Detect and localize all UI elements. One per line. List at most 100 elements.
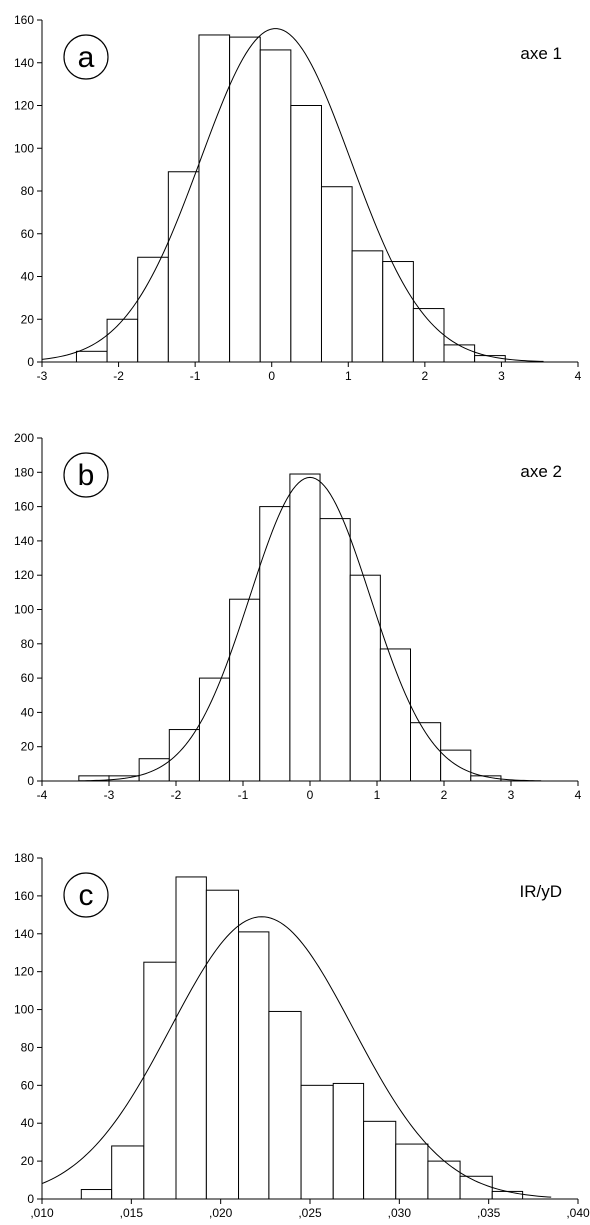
normal-curve xyxy=(41,28,544,362)
y-tick-label: 160 xyxy=(14,889,34,903)
histogram-bar xyxy=(320,186,353,363)
x-tick-label: ,020 xyxy=(209,1206,233,1220)
panel-title: axe 2 xyxy=(520,462,562,481)
x-tick-label: -3 xyxy=(37,369,48,383)
histogram-bar xyxy=(395,1143,429,1200)
y-tick-label: 60 xyxy=(21,671,35,685)
histogram-bar xyxy=(491,1190,524,1200)
histogram-bar xyxy=(143,961,177,1200)
x-tick-label: ,010 xyxy=(30,1206,54,1220)
histogram-bar xyxy=(229,598,261,782)
x-tick-label: -2 xyxy=(171,788,182,802)
panel-letter: b xyxy=(78,459,95,492)
y-tick-label: 40 xyxy=(21,1116,35,1130)
histogram-bar xyxy=(427,1160,461,1200)
histogram-bar xyxy=(168,729,200,782)
panel-letter: a xyxy=(78,41,95,74)
y-tick-label: 160 xyxy=(14,13,34,27)
normal-curve xyxy=(78,476,542,782)
histogram-bar xyxy=(410,722,442,782)
histogram-bar xyxy=(382,261,414,363)
histogram-bar xyxy=(319,518,351,782)
y-tick-label: 100 xyxy=(14,1003,34,1017)
histogram-bar xyxy=(363,1120,397,1200)
panel-letter-circle xyxy=(63,34,109,80)
x-tick-label: 0 xyxy=(307,788,314,802)
histogram-bar xyxy=(459,1175,493,1200)
x-tick-label: 1 xyxy=(374,788,381,802)
y-tick-label: 20 xyxy=(21,312,35,326)
y-tick-label: 120 xyxy=(14,568,34,582)
x-tick-label: 3 xyxy=(508,788,515,802)
histogram-bar xyxy=(198,34,231,363)
chart-panel-a: 0 20 40 60 80 100 120 140 160 -3 -2 -1 0 1 2 3 4 a axe 1 xyxy=(14,13,582,383)
panel-letter: c xyxy=(79,879,94,912)
x-tick-label: ,030 xyxy=(388,1206,412,1220)
y-tick-label: 0 xyxy=(27,355,34,369)
y-tick-label: 200 xyxy=(14,431,34,445)
histogram-bar xyxy=(443,344,476,363)
y-tick-label: 60 xyxy=(21,227,35,241)
y-tick-label: 120 xyxy=(14,99,34,113)
histogram-bar xyxy=(229,36,261,363)
histogram-bar xyxy=(80,1189,113,1200)
y-tick-label: 20 xyxy=(21,1154,35,1168)
y-tick-label: 20 xyxy=(21,740,35,754)
y-tick-label: 140 xyxy=(14,56,34,70)
panel-title: axe 1 xyxy=(520,44,562,63)
x-tick-label: 2 xyxy=(422,369,429,383)
x-tick-label: 3 xyxy=(498,369,505,383)
y-tick-label: 80 xyxy=(21,637,35,651)
x-tick-label: -4 xyxy=(37,788,48,802)
histogram-bar xyxy=(349,574,381,782)
x-tick-label: 1 xyxy=(345,369,352,383)
y-tick-label: 100 xyxy=(14,603,34,617)
y-tick-label: 0 xyxy=(27,774,34,788)
panel-title: IR/yD xyxy=(520,882,563,901)
normal-curve xyxy=(41,916,552,1198)
x-tick-label: ,040 xyxy=(566,1206,590,1220)
histogram-bar xyxy=(167,171,200,363)
histogram-bar xyxy=(351,250,384,363)
x-tick-label: -1 xyxy=(190,369,201,383)
histogram-bar xyxy=(300,1084,334,1200)
x-tick-label: 0 xyxy=(268,369,275,383)
histogram-bar xyxy=(412,308,445,363)
y-tick-label: 40 xyxy=(21,705,35,719)
panel-letter-circle xyxy=(63,452,109,498)
chart-panel-b: 0 20 40 60 80 100 120 140 160 180 200 -4 -3 -2 -1 0 1 2 3 4… xyxy=(14,431,582,802)
x-tick-label: 4 xyxy=(575,369,582,383)
histogram-bar xyxy=(289,473,321,782)
histogram-bar xyxy=(111,1145,145,1200)
x-tick-label: -3 xyxy=(104,788,115,802)
histogram-bar xyxy=(175,876,207,1200)
y-tick-label: 120 xyxy=(14,965,34,979)
y-tick-label: 80 xyxy=(21,1040,35,1054)
chart-panel-c: 0 20 40 60 80 100 120 140 160 180 ,010 ,015 ,020 ,025… xyxy=(14,851,590,1220)
histogram-bar xyxy=(332,1082,365,1200)
histogram-bar xyxy=(440,749,472,782)
y-tick-label: 80 xyxy=(21,184,35,198)
histogram-bar xyxy=(238,931,270,1200)
panel-letter-circle xyxy=(63,872,109,918)
y-tick-label: 40 xyxy=(21,270,35,284)
y-tick-label: 60 xyxy=(21,1078,35,1092)
histogram-bar xyxy=(259,506,291,782)
y-tick-label: 180 xyxy=(14,851,34,865)
histogram-bar xyxy=(106,318,139,363)
histogram-bar xyxy=(205,889,240,1200)
histogram-bar xyxy=(268,1010,302,1200)
x-tick-label: ,015 xyxy=(120,1206,144,1220)
y-tick-label: 160 xyxy=(14,500,34,514)
x-tick-label: -2 xyxy=(113,369,124,383)
x-tick-label: ,025 xyxy=(298,1206,322,1220)
histogram-bar xyxy=(259,49,292,363)
x-tick-label: -1 xyxy=(238,788,249,802)
y-tick-label: 100 xyxy=(14,141,34,155)
x-tick-label: 2 xyxy=(441,788,448,802)
y-tick-label: 180 xyxy=(14,465,34,479)
histogram-bar xyxy=(290,105,322,363)
y-tick-label: 0 xyxy=(27,1192,34,1206)
x-tick-label: ,035 xyxy=(477,1206,501,1220)
